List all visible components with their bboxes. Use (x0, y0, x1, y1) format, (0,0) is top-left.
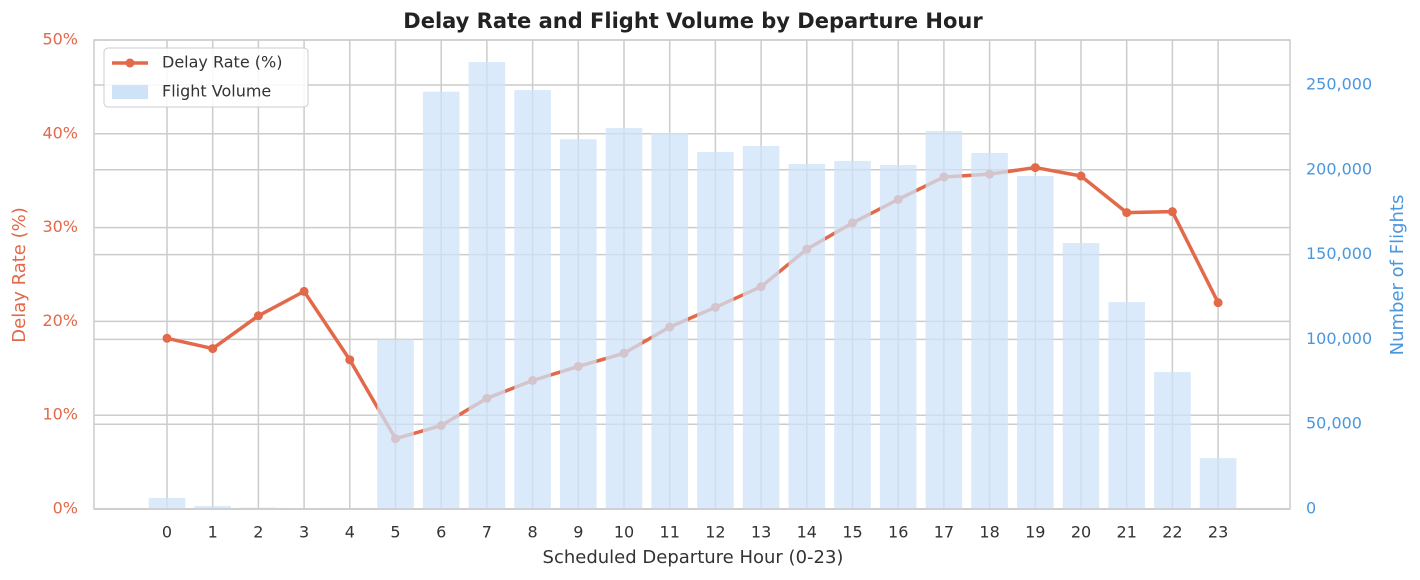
y-tick-label: 30% (42, 217, 78, 236)
y-tick-label: 20% (42, 311, 78, 330)
bar (971, 152, 1008, 509)
y2-tick-label: 100,000 (1306, 329, 1372, 348)
y2-tick-label: 200,000 (1306, 159, 1372, 178)
x-tick-label: 2 (253, 523, 263, 542)
marker (1167, 207, 1177, 217)
x-tick-label: 23 (1208, 523, 1228, 542)
bar (1108, 302, 1145, 509)
bar (605, 128, 643, 510)
bar (879, 165, 917, 509)
y2-axis-label: Number of Flights (1387, 195, 1408, 356)
x-tick-label: 19 (1025, 523, 1045, 542)
legend-label: Flight Volume (162, 82, 271, 101)
x-tick-label: 12 (705, 523, 725, 542)
bar (742, 146, 780, 509)
marker (208, 344, 218, 354)
x-tick-label: 14 (797, 523, 817, 542)
marker (1213, 298, 1223, 308)
y-tick-label: 0% (53, 499, 78, 518)
legend-swatch (112, 85, 148, 99)
chart-title: Delay Rate and Flight Volume by Departur… (403, 9, 983, 33)
bar (697, 151, 734, 509)
x-tick-label: 1 (208, 523, 218, 542)
bar (834, 160, 871, 509)
marker (345, 355, 355, 365)
x-tick-label: 6 (436, 523, 446, 542)
x-tick-label: 18 (979, 523, 999, 542)
bar (194, 505, 231, 509)
x-tick-label: 10 (614, 523, 634, 542)
bar (560, 139, 597, 509)
legend-marker (125, 58, 135, 68)
x-tick-label: 21 (1117, 523, 1137, 542)
y2-tick-label: 50,000 (1306, 414, 1362, 433)
marker (1122, 208, 1132, 218)
x-tick-label: 3 (299, 523, 309, 542)
x-tick-label: 16 (888, 523, 908, 542)
plot-frame (93, 39, 1291, 510)
marker (253, 311, 263, 321)
marker (1076, 171, 1086, 181)
bar (788, 163, 826, 509)
marker (299, 286, 309, 296)
bar (514, 90, 551, 510)
y-tick-label: 10% (42, 405, 78, 424)
bar (1017, 176, 1054, 509)
bar (1154, 371, 1191, 509)
x-tick-label: 4 (345, 523, 355, 542)
x-tick-label: 20 (1071, 523, 1091, 542)
y-tick-label: 50% (42, 30, 78, 49)
bar (468, 62, 506, 510)
x-tick-label: 8 (528, 523, 538, 542)
bar (1199, 458, 1237, 509)
x-tick-label: 9 (573, 523, 583, 542)
bar (651, 132, 688, 509)
x-tick-label: 11 (660, 523, 680, 542)
x-tick-label: 15 (842, 523, 862, 542)
y2-tick-label: 150,000 (1306, 244, 1372, 263)
bar (377, 339, 414, 509)
bar (422, 91, 460, 509)
x-tick-label: 13 (751, 523, 771, 542)
y-tick-label: 40% (42, 123, 78, 142)
x-tick-label: 0 (162, 523, 172, 542)
x-tick-label: 17 (934, 523, 954, 542)
x-tick-label: 5 (390, 523, 400, 542)
marker (1030, 163, 1040, 173)
bar (148, 497, 186, 509)
x-tick-label: 22 (1162, 523, 1182, 542)
legend-label: Delay Rate (%) (162, 53, 282, 72)
bar (240, 507, 277, 509)
x-axis-label: Scheduled Departure Hour (0-23) (543, 547, 844, 568)
y2-tick-label: 0 (1306, 499, 1316, 518)
line (166, 165, 1220, 441)
legend-box (103, 47, 309, 108)
marker (162, 333, 172, 343)
y-axis-label: Delay Rate (%) (9, 207, 30, 342)
y2-tick-label: 250,000 (1306, 74, 1372, 93)
bar (1062, 243, 1100, 509)
x-tick-label: 7 (482, 523, 492, 542)
bar (925, 130, 963, 510)
